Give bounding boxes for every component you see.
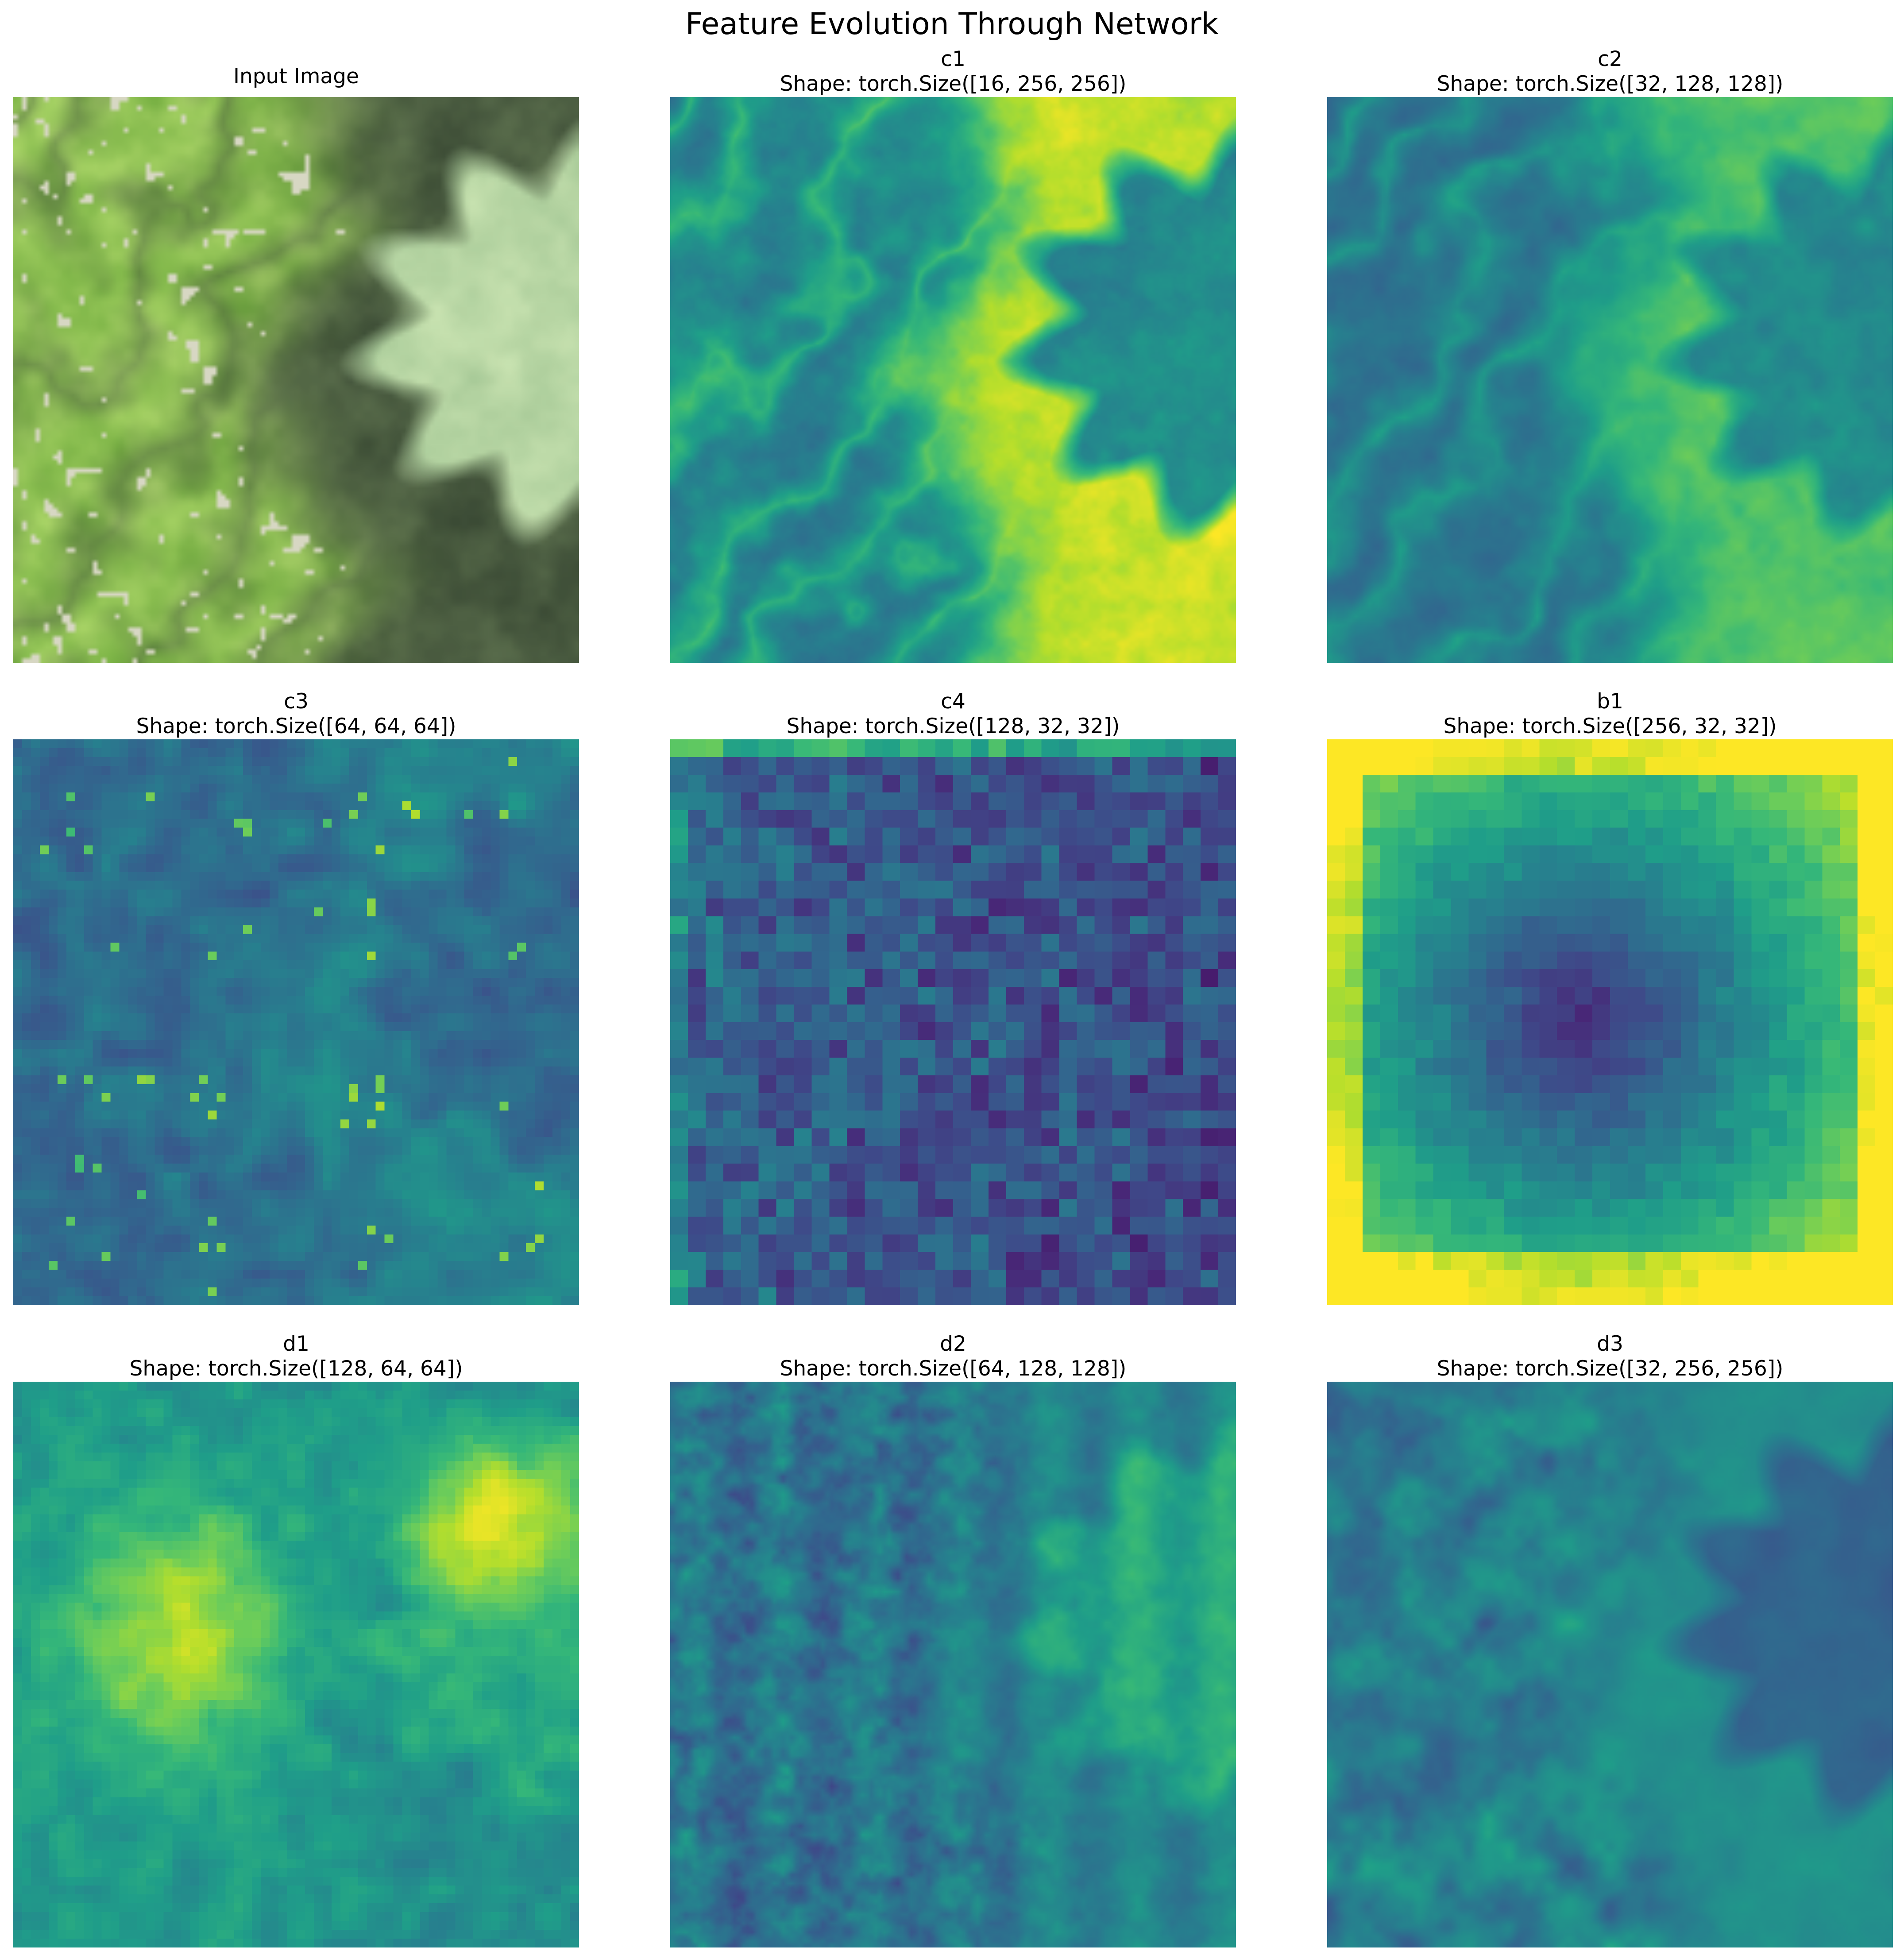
panel-name-label: d2 — [940, 1332, 966, 1356]
panel-shape-label: Shape: torch.Size([16, 256, 256]) — [780, 72, 1127, 96]
panel-shape-label: Shape: torch.Size([32, 256, 256]) — [1437, 1356, 1784, 1381]
input-photo-canvas — [13, 97, 579, 663]
panel-title: c2 Shape: torch.Size([32, 128, 128]) — [1274, 47, 1904, 97]
panel-shape-label: Shape: torch.Size([64, 128, 128]) — [780, 1356, 1127, 1381]
panel-name-label: c3 — [284, 689, 309, 714]
panel-shape-label: Shape: torch.Size([64, 64, 64]) — [136, 714, 456, 738]
panel-name-label: b1 — [1597, 689, 1623, 714]
panel-title: c3 Shape: torch.Size([64, 64, 64]) — [0, 689, 632, 739]
feature-map-c1 — [670, 97, 1236, 663]
feature-map-canvas — [670, 739, 1236, 1305]
panel-name-label: d1 — [283, 1332, 309, 1356]
feature-map-d1 — [13, 1382, 579, 1947]
panel-title: d3 Shape: torch.Size([32, 256, 256]) — [1274, 1332, 1904, 1381]
panel-shape-label: Shape: torch.Size([32, 128, 128]) — [1437, 72, 1784, 96]
panel-shape-label: Shape: torch.Size([128, 64, 64]) — [129, 1356, 463, 1381]
panel-title: Input Image — [0, 64, 632, 89]
panel-name-label: c2 — [1598, 47, 1622, 71]
feature-map-c4 — [670, 739, 1236, 1305]
feature-map-canvas — [670, 97, 1236, 663]
feature-map-b1 — [1327, 739, 1893, 1305]
panel-title: c4 Shape: torch.Size([128, 32, 32]) — [617, 689, 1289, 739]
panel-name-label: d3 — [1597, 1332, 1623, 1356]
panel-title: d1 Shape: torch.Size([128, 64, 64]) — [0, 1332, 632, 1381]
feature-map-canvas — [1327, 1382, 1893, 1947]
figure-title: Feature Evolution Through Network — [685, 7, 1219, 42]
feature-map-canvas — [1327, 97, 1893, 663]
feature-map-c3 — [13, 739, 579, 1305]
feature-map-canvas — [1327, 739, 1893, 1305]
feature-map-canvas — [13, 1382, 579, 1947]
feature-map-canvas — [13, 739, 579, 1305]
feature-map-d3 — [1327, 1382, 1893, 1947]
feature-map-d2 — [670, 1382, 1236, 1947]
panel-name-label: c1 — [941, 47, 966, 71]
panel-shape-label: Shape: torch.Size([128, 32, 32]) — [786, 714, 1120, 738]
input-image — [13, 97, 579, 663]
panel-name-label: c4 — [941, 689, 966, 714]
feature-map-c2 — [1327, 97, 1893, 663]
panel-title: c1 Shape: torch.Size([16, 256, 256]) — [617, 47, 1289, 97]
feature-map-canvas — [670, 1382, 1236, 1947]
panel-title: b1 Shape: torch.Size([256, 32, 32]) — [1274, 689, 1904, 739]
panel-name-label: Input Image — [233, 64, 359, 89]
panel-title: d2 Shape: torch.Size([64, 128, 128]) — [617, 1332, 1289, 1381]
panel-shape-label: Shape: torch.Size([256, 32, 32]) — [1443, 714, 1777, 738]
